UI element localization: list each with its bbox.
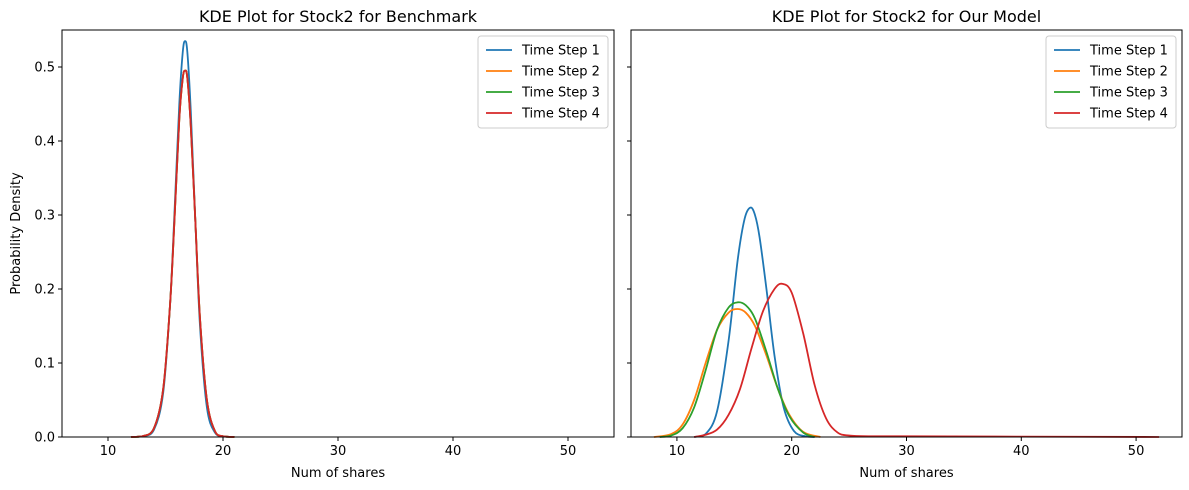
legend-label-time-step-1: Time Step 1 — [1089, 44, 1168, 59]
y-tick-label: 0.1 — [34, 357, 55, 372]
x-tick-label: 50 — [1128, 444, 1145, 459]
legend-box — [477, 35, 609, 129]
x-tick-label: 40 — [445, 444, 462, 459]
y-tick-label: 0.3 — [34, 209, 55, 224]
kde-line-time-step-4 — [693, 282, 1160, 438]
chart-title: KDE Plot for Stock2 for Benchmark — [199, 7, 478, 26]
x-tick-label: 40 — [1013, 444, 1030, 459]
chart-title: KDE Plot for Stock2 for Our Model — [772, 7, 1041, 26]
y-axis-label: Probability Density — [9, 172, 24, 295]
x-axis-label: Num of shares — [859, 466, 953, 481]
legend-label-time-step-1: Time Step 1 — [521, 44, 600, 59]
x-tick-label: 30 — [898, 444, 915, 459]
x-tick-label: 10 — [100, 444, 117, 459]
x-tick-label: 20 — [215, 444, 232, 459]
kde-line-time-step-1 — [693, 206, 815, 438]
legend-label-time-step-3: Time Step 3 — [1089, 86, 1168, 101]
x-tick-label: 50 — [560, 444, 577, 459]
kde-line-time-step-3 — [659, 301, 815, 438]
legend-box — [1045, 35, 1177, 129]
legend-label-time-step-3: Time Step 3 — [521, 86, 600, 101]
kde-line-time-step-4 — [130, 69, 235, 438]
legend-label-time-step-2: Time Step 2 — [1089, 65, 1168, 80]
y-tick-label: 0.5 — [34, 61, 55, 76]
x-axis-label: Num of shares — [291, 466, 385, 481]
legend-label-time-step-4: Time Step 4 — [1089, 107, 1168, 122]
x-tick-label: 30 — [330, 444, 347, 459]
y-tick-label: 0.2 — [34, 283, 55, 298]
y-tick-label: 0.0 — [34, 431, 55, 446]
x-tick-label: 10 — [669, 444, 686, 459]
y-tick-label: 0.4 — [34, 135, 55, 150]
x-tick-label: 20 — [783, 444, 800, 459]
legend-label-time-step-2: Time Step 2 — [521, 65, 600, 80]
legend-label-time-step-4: Time Step 4 — [521, 107, 600, 122]
